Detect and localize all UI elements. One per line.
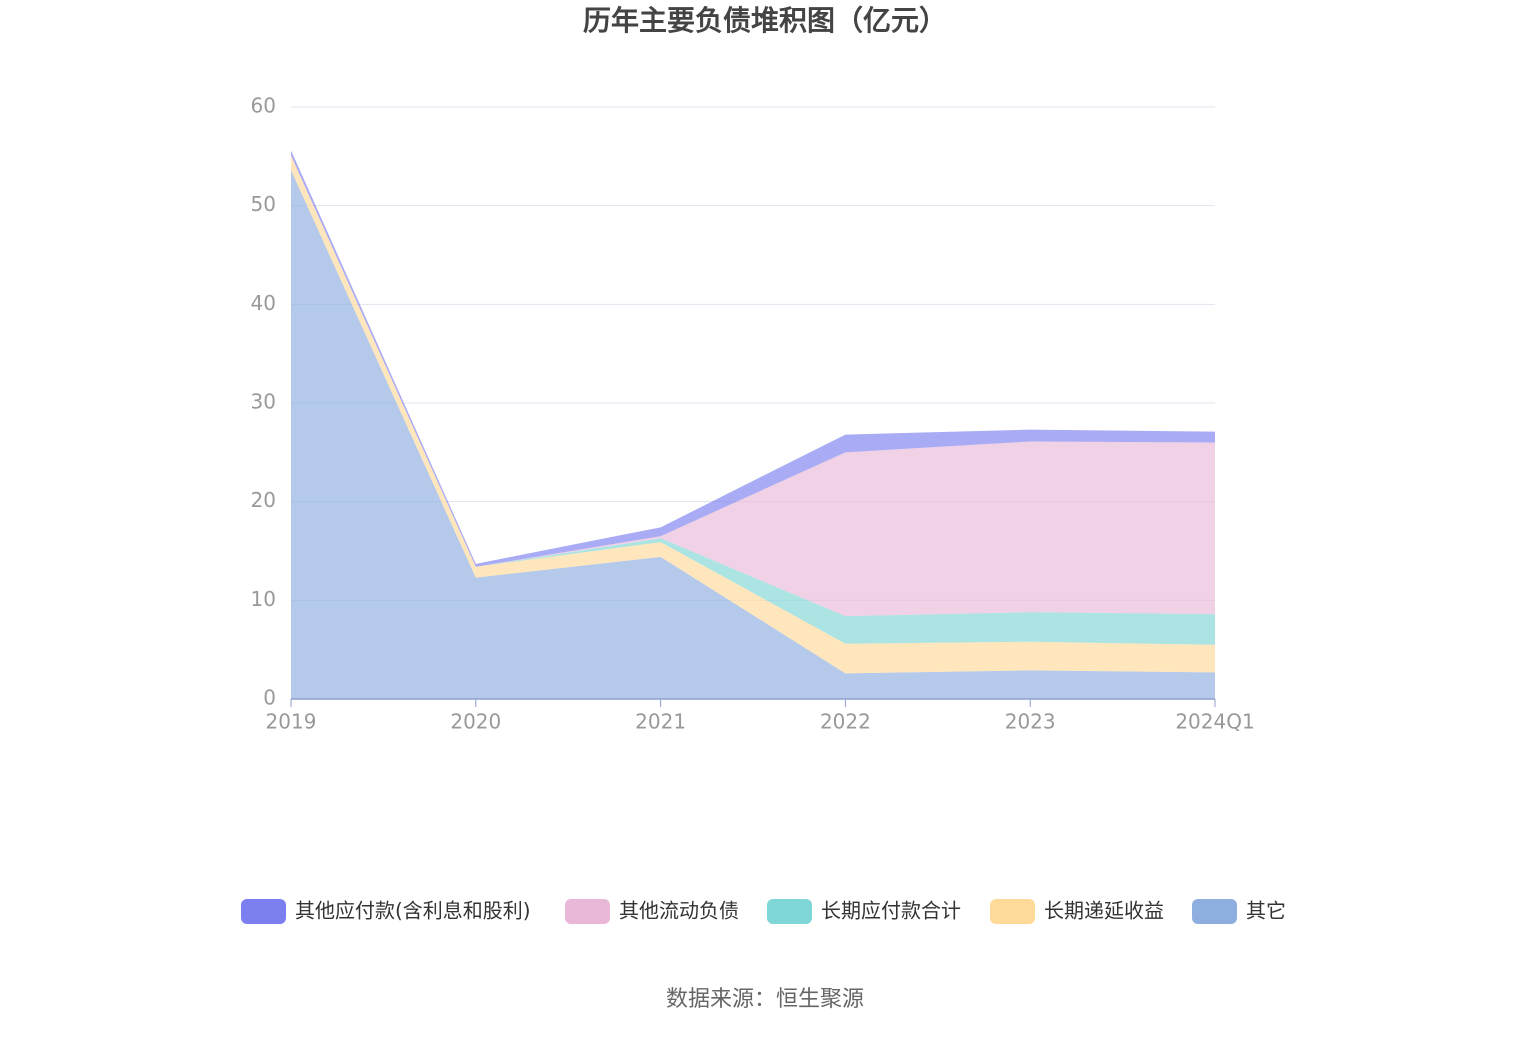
legend-label: 其他流动负债	[619, 899, 739, 923]
chart-title: 历年主要负债堆积图（亿元）	[583, 4, 947, 37]
y-tick-label: 30	[251, 390, 276, 414]
x-tick-label: 2020	[450, 710, 501, 734]
source-note: 数据来源：恒生聚源	[666, 987, 864, 1012]
y-tick-label: 50	[251, 192, 276, 216]
area	[291, 150, 1215, 567]
x-tick-label: 2023	[1005, 710, 1056, 734]
y-tick-label: 10	[251, 587, 276, 611]
legend-swatch	[767, 899, 812, 924]
legend-label: 其他应付款(含利息和股利)	[295, 899, 531, 923]
y-tick-label: 20	[251, 488, 276, 512]
legend-label: 长期递延收益	[1044, 899, 1164, 923]
legend-swatch	[565, 899, 610, 924]
legend-swatch	[990, 899, 1035, 924]
area	[291, 170, 1215, 699]
legend-label: 长期应付款合计	[821, 899, 961, 923]
y-tick-label: 40	[251, 291, 276, 315]
x-tick-label: 2021	[635, 710, 686, 734]
area	[291, 155, 1215, 617]
legend-swatch	[241, 899, 286, 924]
x-tick-label: 2024Q1	[1175, 710, 1254, 734]
x-tick-label: 2019	[266, 710, 317, 734]
y-tick-label: 0	[263, 686, 276, 710]
legend-swatch	[1192, 899, 1237, 924]
legend-label: 其它	[1246, 899, 1286, 923]
x-tick-label: 2022	[820, 710, 871, 734]
y-tick-label: 60	[251, 94, 276, 118]
